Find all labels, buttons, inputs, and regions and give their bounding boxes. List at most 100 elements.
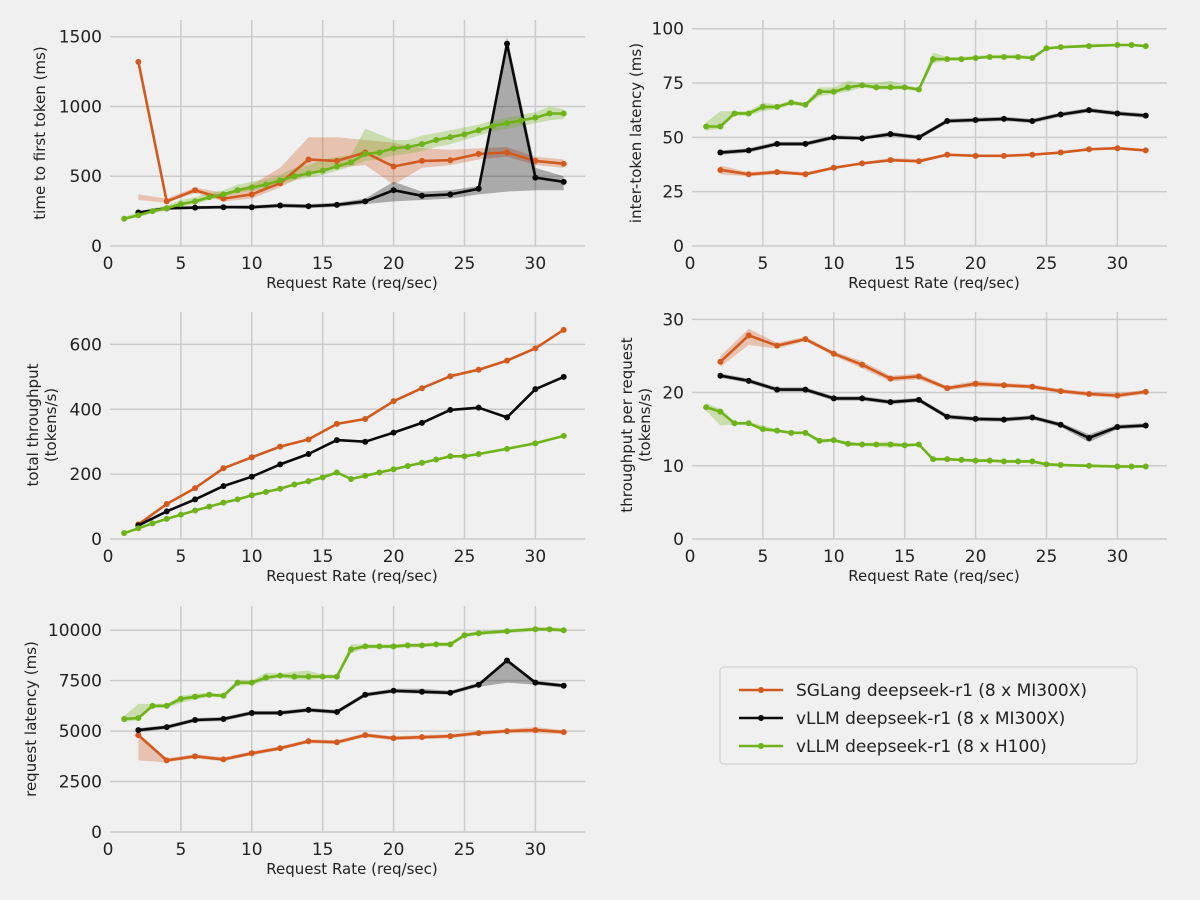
- x-tick-label: 30: [525, 840, 547, 860]
- point-vllm_h100: [305, 673, 312, 680]
- point-vllm_h100: [121, 215, 128, 222]
- point-vllm_h100: [1086, 462, 1093, 469]
- point-vllm_h100: [447, 453, 454, 460]
- point-sglang: [802, 171, 809, 178]
- y-tick-label: 1500: [59, 28, 102, 48]
- point-vllm_h100: [901, 84, 908, 91]
- point-vllm_mi300x: [163, 724, 170, 731]
- point-vllm_h100: [319, 673, 326, 680]
- point-sglang: [220, 756, 227, 763]
- x-tick-label: 10: [241, 840, 263, 860]
- tick-labels: 0 5 10 15 20 25 30 0 10 20 30: [662, 310, 1128, 567]
- point-vllm_h100: [262, 181, 269, 188]
- point-sglang: [418, 385, 425, 392]
- point-sglang: [830, 350, 837, 357]
- point-vllm_h100: [461, 632, 468, 639]
- point-vllm_h100: [319, 474, 326, 481]
- point-vllm_h100: [1029, 55, 1036, 62]
- point-vllm_h100: [930, 456, 937, 463]
- point-sglang: [972, 380, 979, 387]
- point-vllm_h100: [703, 123, 710, 130]
- point-vllm_h100: [802, 101, 809, 108]
- series-vllm_h100: [121, 432, 567, 537]
- point-sglang: [248, 454, 255, 461]
- point-vllm_h100: [532, 626, 539, 633]
- point-vllm_mi300x: [1086, 434, 1093, 441]
- point-vllm_h100: [234, 187, 241, 194]
- x-axis-label: Request Rate (req/sec): [266, 274, 438, 292]
- point-sglang: [390, 163, 397, 170]
- series-vllm_h100: [121, 110, 567, 222]
- point-vllm_h100: [376, 149, 383, 156]
- point-vllm_h100: [972, 55, 979, 62]
- point-vllm_h100: [518, 117, 525, 124]
- point-vllm_h100: [1142, 463, 1149, 470]
- point-sglang: [220, 195, 227, 202]
- tick-labels: 0 5 10 15 20 25 30 0 2500 5000 7500 10000: [48, 621, 546, 860]
- point-vllm_h100: [404, 642, 411, 649]
- point-vllm_mi300x: [305, 451, 312, 458]
- x-tick-label: 15: [312, 547, 334, 567]
- y-axis-label: total throughput(tokens/s): [24, 363, 60, 486]
- point-vllm_h100: [333, 469, 340, 476]
- point-vllm_mi300x: [1142, 112, 1149, 119]
- point-vllm_mi300x: [447, 191, 454, 198]
- point-sglang: [333, 420, 340, 427]
- series-vllm_h100: [121, 626, 567, 722]
- point-vllm_mi300x: [1029, 414, 1036, 421]
- point-vllm_h100: [447, 134, 454, 141]
- point-vllm_h100: [915, 441, 922, 448]
- point-vllm_h100: [390, 643, 397, 650]
- point-vllm_h100: [759, 103, 766, 110]
- x-tick-label: 10: [241, 547, 263, 567]
- point-vllm_h100: [248, 492, 255, 499]
- y-tick-label: 10000: [48, 621, 102, 641]
- y-axis-label-line: total throughput: [24, 363, 42, 486]
- point-vllm_h100: [433, 456, 440, 463]
- x-axis-label: Request Rate (req/sec): [266, 860, 438, 878]
- point-sglang: [192, 753, 199, 760]
- point-vllm_h100: [262, 488, 269, 495]
- y-axis-label: throughput per request(tokens/s): [618, 337, 654, 512]
- point-vllm_h100: [206, 194, 213, 201]
- x-tick-label: 10: [241, 254, 263, 274]
- point-vllm_mi300x: [532, 386, 539, 393]
- x-tick-label: 25: [454, 840, 476, 860]
- point-vllm_h100: [901, 442, 908, 449]
- y-tick-label: 600: [70, 335, 102, 355]
- point-vllm_mi300x: [447, 689, 454, 696]
- point-vllm_h100: [1086, 43, 1093, 50]
- series-sglang: [717, 145, 1149, 178]
- y-tick-label: 20: [662, 384, 684, 404]
- point-sglang: [305, 436, 312, 443]
- x-tick-label: 0: [103, 547, 114, 567]
- point-vllm_h100: [418, 642, 425, 649]
- point-vllm_h100: [121, 716, 128, 722]
- point-vllm_h100: [944, 456, 951, 463]
- point-vllm_mi300x: [915, 396, 922, 403]
- point-vllm_h100: [277, 672, 284, 679]
- y-tick-label: 0: [91, 823, 102, 843]
- point-vllm_h100: [404, 463, 411, 470]
- point-vllm_mi300x: [972, 116, 979, 123]
- point-sglang: [745, 171, 752, 178]
- point-vllm_mi300x: [504, 40, 511, 47]
- y-tick-label: 0: [673, 237, 684, 257]
- line-vllm_mi300x: [137, 375, 565, 527]
- x-tick-label: 0: [685, 254, 696, 274]
- point-vllm_mi300x: [362, 438, 369, 445]
- point-vllm_mi300x: [1029, 118, 1036, 125]
- tick-labels: 0 5 10 15 20 25 30 0 25 50 75 100: [652, 20, 1129, 274]
- series-sglang: [135, 326, 567, 528]
- y-axis-label-line: (tokens/s): [42, 388, 60, 462]
- x-tick-label: 15: [894, 254, 916, 274]
- point-sglang: [887, 157, 894, 164]
- x-tick-label: 20: [965, 254, 987, 274]
- point-vllm_mi300x: [944, 413, 951, 420]
- point-vllm_mi300x: [248, 709, 255, 716]
- point-vllm_mi300x: [532, 174, 539, 181]
- point-sglang: [192, 187, 199, 194]
- point-sglang: [333, 157, 340, 164]
- x-axis-label: Request Rate (req/sec): [848, 274, 1020, 292]
